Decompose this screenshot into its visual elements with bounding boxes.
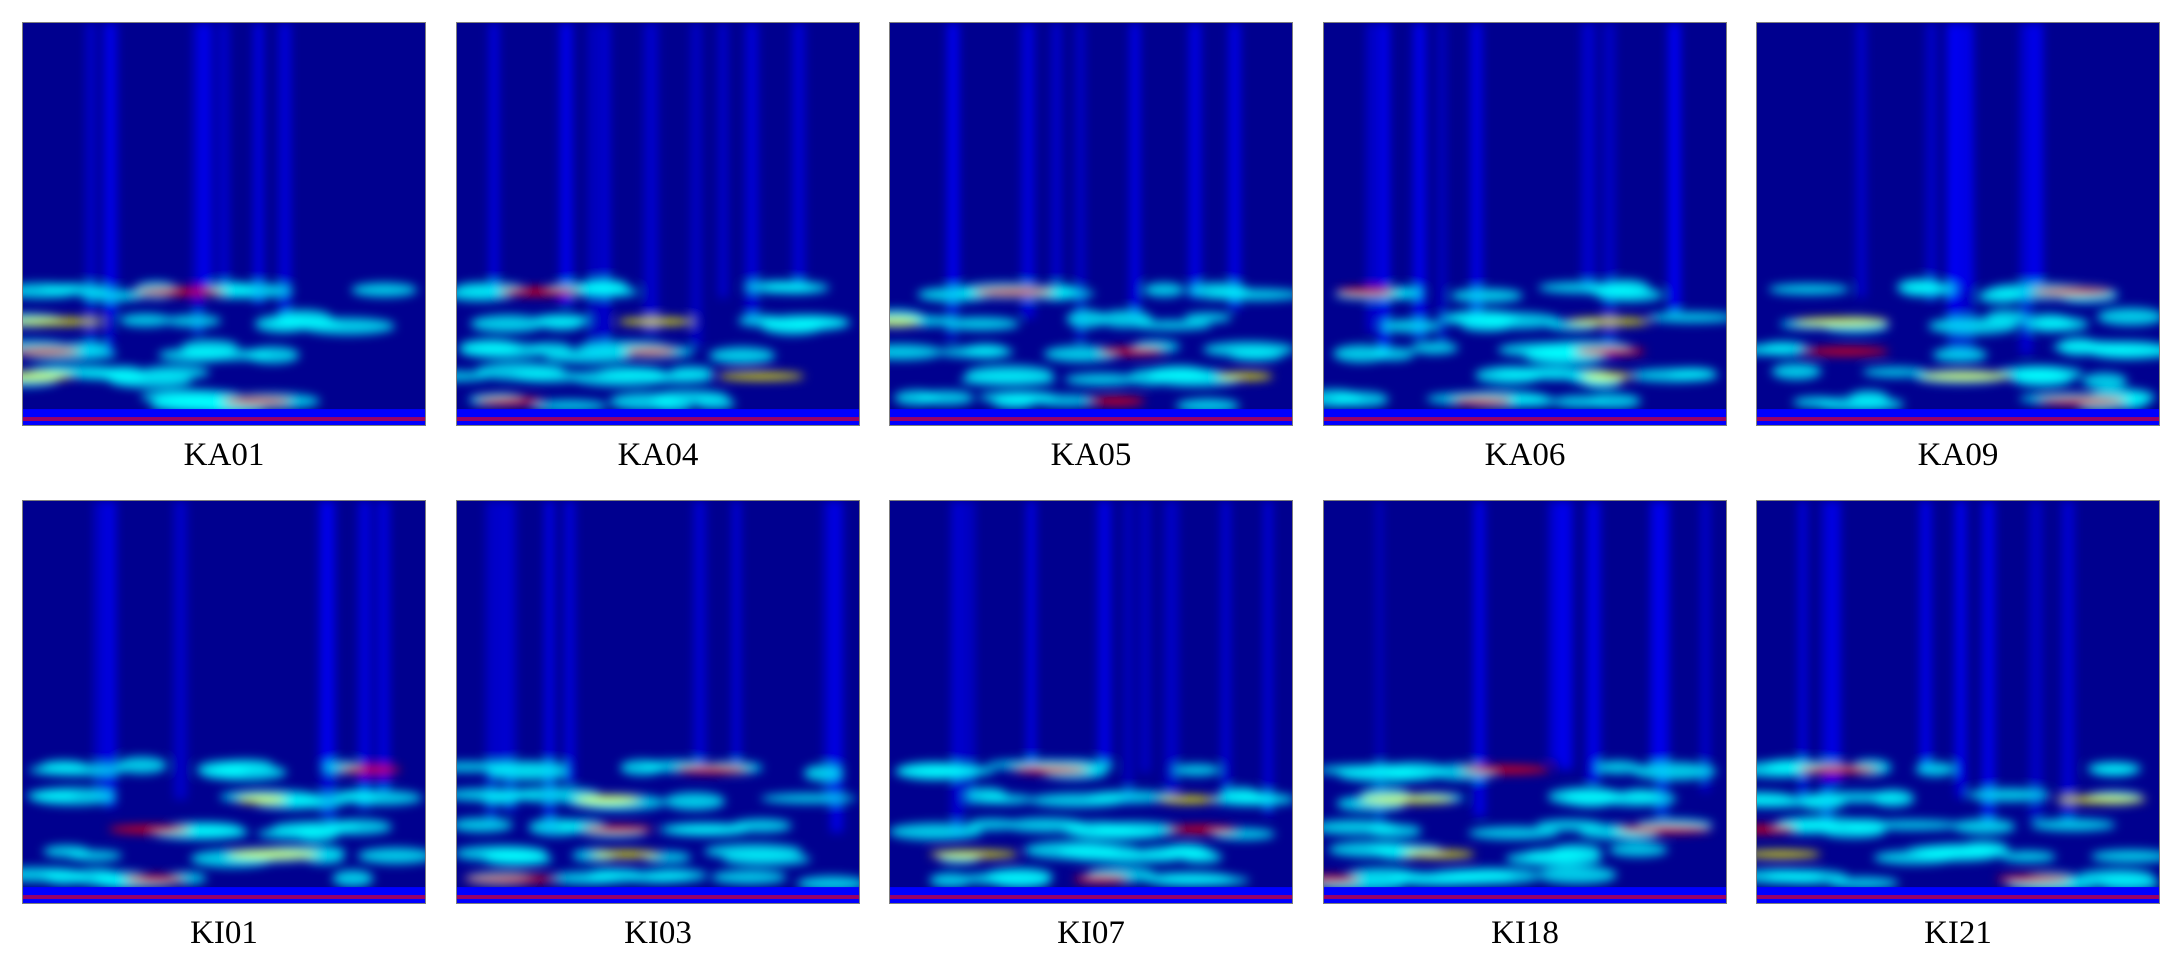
scalogram-panel-ka04: KA04 <box>456 22 860 473</box>
panel-caption: KI03 <box>624 915 692 951</box>
scalogram-image <box>22 500 426 904</box>
scalogram-image <box>1756 22 2160 426</box>
scalogram-panel-ka09: KA09 <box>1756 22 2160 473</box>
scalogram-panel-ki21: KI21 <box>1756 500 2160 951</box>
scalogram-panel-ka05: KA05 <box>889 22 1293 473</box>
scalogram-panel-ki03: KI03 <box>456 500 860 951</box>
scalogram-image <box>456 22 860 426</box>
scalogram-panel-ka06: KA06 <box>1323 22 1727 473</box>
panel-caption: KI07 <box>1057 915 1125 951</box>
scalogram-panel-ki07: KI07 <box>889 500 1293 951</box>
scalogram-image <box>1323 500 1727 904</box>
panel-caption: KA05 <box>1050 437 1132 473</box>
scalogram-image <box>889 500 1293 904</box>
panel-caption: KI18 <box>1491 915 1559 951</box>
scalogram-image <box>889 22 1293 426</box>
panel-caption: KA04 <box>617 437 699 473</box>
panel-caption: KI01 <box>190 915 258 951</box>
panel-caption: KA01 <box>183 437 265 473</box>
panel-caption: KI21 <box>1924 915 1992 951</box>
scalogram-image <box>22 22 426 426</box>
panel-caption: KA09 <box>1917 437 1999 473</box>
panel-caption: KA06 <box>1484 437 1566 473</box>
scalogram-image <box>1323 22 1727 426</box>
scalogram-image <box>1756 500 2160 904</box>
scalogram-panel-ki01: KI01 <box>22 500 426 951</box>
scalogram-panel-ka01: KA01 <box>22 22 426 473</box>
scalogram-panel-ki18: KI18 <box>1323 500 1727 951</box>
scalogram-image <box>456 500 860 904</box>
